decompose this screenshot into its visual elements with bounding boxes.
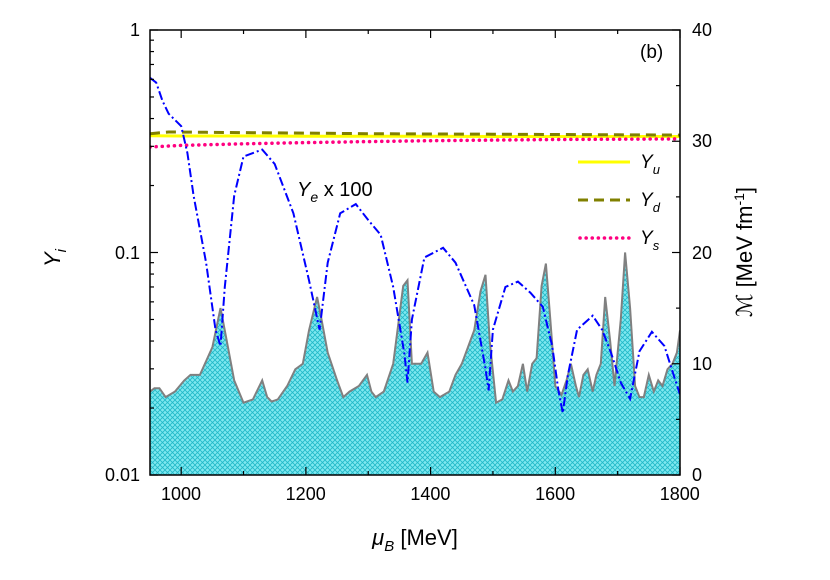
y-right-axis-label: ℳ [MeV fm-1]: [731, 187, 757, 317]
legend-label-yd: Yd: [640, 190, 661, 215]
y-left-tick-label-0: 0.01: [105, 465, 140, 485]
y-right-tick-label-0: 0: [692, 465, 702, 485]
y-right-tick-label-4: 40: [692, 20, 712, 40]
yu-series-line: [150, 134, 680, 138]
y-right-tick-label-3: 30: [692, 131, 712, 151]
x-tick-label-0: 1000: [161, 484, 201, 504]
ye-series-line: [150, 77, 680, 414]
x-tick-label-4: 1800: [660, 484, 700, 504]
x-tick-label-1: 1200: [286, 484, 326, 504]
ys-series-line: [150, 137, 680, 149]
y-right-tick-label-2: 20: [692, 243, 712, 263]
legend-label-yu: Yu: [640, 152, 660, 177]
x-tick-label-2: 1400: [410, 484, 450, 504]
x-axis-label: μB [MeV]: [371, 525, 458, 555]
y-left-axis-label: Yi: [40, 248, 70, 267]
y-left-tick-label-1: 0.1: [115, 243, 140, 263]
y-right-tick-label-1: 10: [692, 354, 712, 374]
x-tick-label-3: 1600: [535, 484, 575, 504]
y-left-tick-label-2: 1: [130, 20, 140, 40]
legend-label-ys: Ys: [640, 228, 660, 253]
m-series-area: [150, 252, 680, 475]
panel-label: (b): [640, 42, 663, 63]
axis-ticks: [150, 29, 681, 476]
legend: Yu Yd Ys: [578, 152, 661, 253]
ye-annotation: Ye x 100: [297, 179, 373, 205]
